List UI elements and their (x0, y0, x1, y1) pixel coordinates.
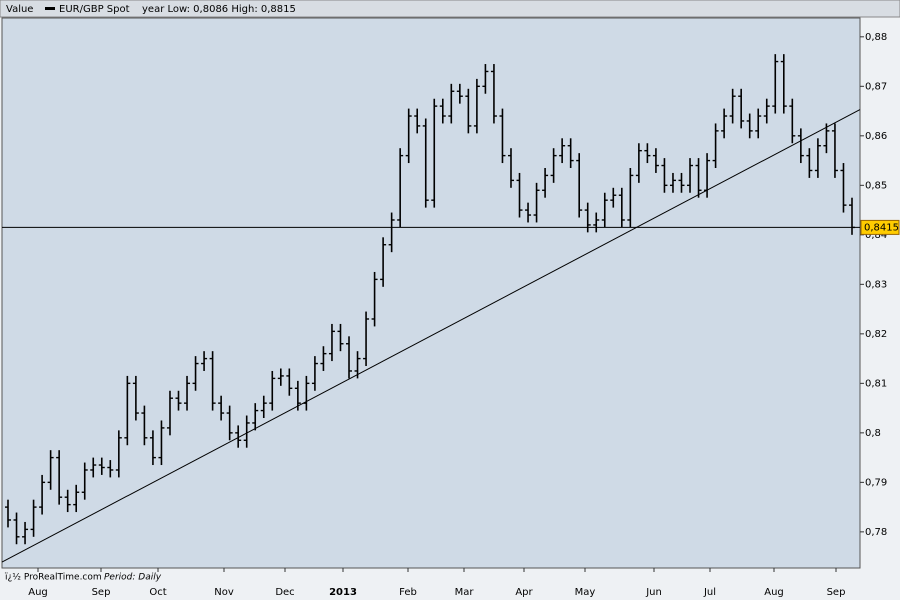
y-tick-label: 0,78 (865, 527, 887, 538)
y-tick-label: 0,87 (865, 81, 887, 92)
y-tick-label: 0,85 (865, 180, 887, 191)
y-tick-label: 0,86 (865, 131, 887, 142)
x-tick-label: Nov (214, 587, 234, 598)
x-tick-label: Jun (645, 587, 662, 598)
y-tick-label: 0,83 (865, 279, 887, 290)
x-tick-label: Apr (515, 587, 533, 598)
x-tick-label: Oct (149, 587, 166, 598)
header-label: Value (6, 4, 33, 15)
reference-label: 0,8415 (864, 222, 899, 233)
x-tick-label: Dec (275, 587, 294, 598)
footer-source: ï¿½ ProRealTime.com (4, 573, 102, 583)
legend-swatch (45, 7, 55, 10)
y-tick-label: 0,84 (865, 230, 887, 241)
y-tick-label: 0,79 (865, 477, 887, 488)
y-tick-label: 0,8 (865, 428, 881, 439)
x-tick-label: Aug (764, 587, 784, 598)
x-tick-label: Aug (28, 587, 48, 598)
x-tick-label: Sep (827, 587, 846, 598)
footer-period: Period: Daily (104, 573, 162, 583)
trend-line (1, 109, 861, 563)
y-tick-label: 0,81 (865, 378, 887, 389)
header-range: year Low: 0,8086 High: 0,8815 (142, 4, 296, 15)
y-tick-label: 0,82 (865, 329, 887, 340)
x-tick-label: Jul (703, 587, 716, 598)
x-tick-label: Feb (399, 587, 417, 598)
x-tick-label: Mar (455, 587, 475, 598)
header-bar (0, 0, 900, 18)
x-tick-label: May (575, 587, 596, 598)
plot-area (1, 17, 861, 569)
legend-entry: EUR/GBP Spot (59, 4, 130, 15)
reference-label-box (860, 219, 900, 235)
x-tick-label: Sep (92, 587, 111, 598)
y-tick-label: 0,88 (865, 32, 887, 43)
x-tick-label: 2013 (329, 587, 357, 598)
